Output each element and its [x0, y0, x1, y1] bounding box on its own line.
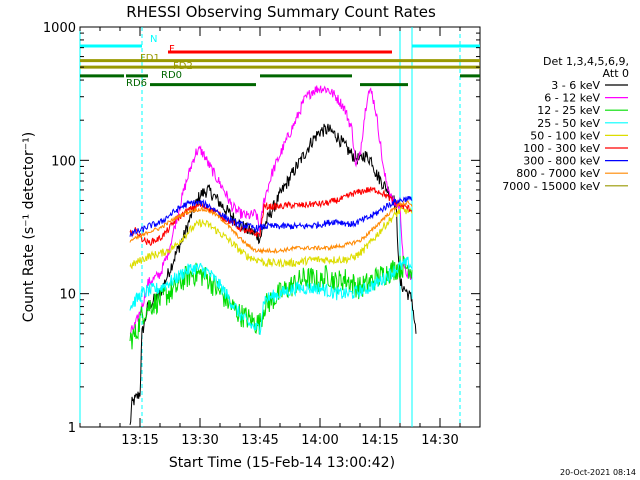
series-line-6 [129, 196, 413, 238]
series-line-4 [129, 204, 413, 270]
status-bar-label-2: FD1 [140, 53, 160, 64]
x-tick-label: 13:15 [121, 433, 158, 448]
x-tick-label: 14:15 [361, 433, 398, 448]
x-tick-label: 13:30 [181, 433, 218, 448]
status-bar-label-4: RD0 [161, 70, 182, 81]
chart-title: RHESSI Observing Summary Count Rates [126, 3, 436, 21]
legend-label-3: 25 - 50 keV [537, 117, 600, 130]
x-tick-label: 14:30 [421, 433, 458, 448]
x-axis-label: Start Time (15-Feb-14 13:00:42) [169, 455, 395, 471]
legend-header-line-2: Att 0 [603, 67, 629, 80]
series-line-1 [129, 85, 413, 335]
y-tick-label: 10 [59, 288, 76, 303]
legend-label-4: 50 - 100 keV [530, 129, 600, 142]
y-tick-label: 1000 [43, 21, 76, 36]
status-bar-label-3: FD2 [173, 61, 193, 72]
status-bar-label-1: F [169, 44, 175, 55]
vertical-markers [79, 27, 461, 427]
status-bar-label-0: N [150, 34, 157, 45]
legend-header-line-1: Det 1,3,4,5,6,9, [543, 55, 629, 68]
axis-ticks: 13:15 13:30 13:45 14:00 14:15 14:30 1 10 100 1000 [43, 21, 481, 448]
legend-label-0: 3 - 6 keV [551, 79, 600, 92]
y-tick-label: 1 [68, 421, 76, 436]
legend-label-8: 7000 - 15000 keV [502, 180, 600, 193]
legend-label-7: 800 - 7000 keV [516, 167, 600, 180]
footer-date: 20-Oct-2021 08:14 [560, 468, 636, 477]
y-axis-label: Count Rate (s⁻¹ detector⁻¹) [21, 132, 37, 322]
y-tick-label: 100 [51, 154, 76, 169]
x-tick-label: 13:45 [241, 433, 278, 448]
series-line-3 [129, 256, 413, 335]
legend-label-5: 100 - 300 keV [523, 142, 600, 155]
legend-label-1: 6 - 12 keV [544, 92, 600, 105]
status-bar-label-5: RD6 [126, 78, 147, 89]
legend-label-2: 12 - 25 keV [537, 104, 600, 117]
series-line-7 [129, 200, 413, 255]
x-tick-label: 14:00 [301, 433, 338, 448]
series-layer [129, 85, 417, 426]
legend-label-6: 300 - 800 keV [523, 155, 600, 168]
